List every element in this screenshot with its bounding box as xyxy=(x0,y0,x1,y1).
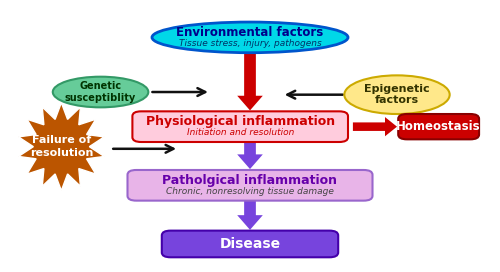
Text: Epigenetic
factors: Epigenetic factors xyxy=(364,84,430,106)
Text: Genetic
susceptiblity: Genetic susceptiblity xyxy=(65,81,136,103)
FancyBboxPatch shape xyxy=(132,111,348,142)
Text: Disease: Disease xyxy=(220,237,280,251)
Polygon shape xyxy=(237,200,263,230)
Text: Physiological inflammation: Physiological inflammation xyxy=(146,115,335,128)
Ellipse shape xyxy=(152,22,348,53)
Text: Initiation and resolution: Initiation and resolution xyxy=(186,128,294,137)
Text: Chronic, nonresolving tissue damage: Chronic, nonresolving tissue damage xyxy=(166,187,334,196)
Text: Environmental factors: Environmental factors xyxy=(176,26,324,39)
Ellipse shape xyxy=(344,75,450,114)
Ellipse shape xyxy=(53,77,148,107)
FancyBboxPatch shape xyxy=(398,114,479,139)
Polygon shape xyxy=(237,52,263,110)
FancyBboxPatch shape xyxy=(128,170,372,201)
Polygon shape xyxy=(353,117,397,136)
FancyBboxPatch shape xyxy=(162,231,338,257)
Text: Homeostasis: Homeostasis xyxy=(396,120,481,133)
Text: Failure of
resolution: Failure of resolution xyxy=(30,135,93,158)
Text: Patholgical inflammation: Patholgical inflammation xyxy=(162,174,338,187)
Polygon shape xyxy=(18,103,104,191)
Text: Tissue stress, injury, pathogens: Tissue stress, injury, pathogens xyxy=(178,39,322,48)
Polygon shape xyxy=(237,142,263,169)
